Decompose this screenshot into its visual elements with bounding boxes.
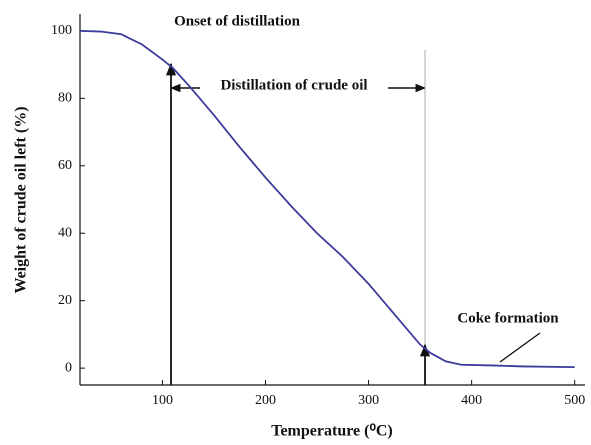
x-tick-label: 100 [152, 393, 173, 408]
x-tick-label: 300 [358, 393, 379, 408]
annotation: Onset of distillation [174, 13, 301, 29]
y-tick-label: 100 [51, 23, 72, 38]
x-tick-label: 500 [564, 393, 585, 408]
y-tick-label: 20 [58, 293, 72, 308]
y-tick-label: 60 [58, 158, 72, 173]
x-tick-label: 200 [255, 393, 276, 408]
annotation: Distillation of crude oil [220, 77, 367, 93]
y-axis-label: Weight of crude oil left (%) [13, 106, 30, 293]
x-axis-label: Temperature (⁰C) [271, 423, 393, 440]
line [79, 29, 575, 369]
annotation: Coke formation [457, 310, 559, 326]
coke-pointer [499, 332, 541, 363]
y-tick-label: 40 [58, 225, 72, 240]
x-tick-label: 400 [461, 393, 482, 408]
y-tick-label: 0 [65, 360, 72, 375]
y-tick-label: 80 [58, 91, 72, 106]
